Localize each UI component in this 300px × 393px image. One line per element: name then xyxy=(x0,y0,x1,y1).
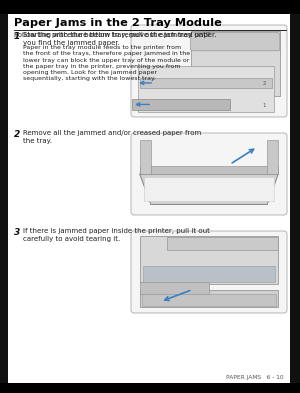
Bar xyxy=(140,290,278,307)
Text: Remove all the jammed and/or creased paper from
the tray.: Remove all the jammed and/or creased pap… xyxy=(23,130,201,144)
Bar xyxy=(190,31,280,96)
Text: 1: 1 xyxy=(14,32,20,41)
Bar xyxy=(0,383,300,393)
Bar xyxy=(144,177,274,201)
FancyBboxPatch shape xyxy=(131,133,287,215)
FancyBboxPatch shape xyxy=(131,231,287,313)
Bar xyxy=(140,140,151,174)
Bar xyxy=(167,237,278,250)
Text: PAPER JAMS   6 - 10: PAPER JAMS 6 - 10 xyxy=(226,375,284,380)
Text: If there is jammed paper inside the printer, pull it out
carefully to avoid tear: If there is jammed paper inside the prin… xyxy=(23,228,210,242)
Bar xyxy=(143,266,275,283)
Text: Paper Jams in the 2 Tray Module: Paper Jams in the 2 Tray Module xyxy=(14,18,222,28)
Bar xyxy=(142,294,276,306)
Polygon shape xyxy=(140,174,278,204)
Bar xyxy=(140,283,209,294)
Text: Paper in the tray module feeds to the printer from
the front of the trays, there: Paper in the tray module feeds to the pr… xyxy=(23,45,190,81)
Bar xyxy=(138,66,274,112)
Text: Starting with the bottom tray, pull out each tray until
you find the jammed pape: Starting with the bottom tray, pull out … xyxy=(23,32,210,46)
Text: 3: 3 xyxy=(14,228,20,237)
Bar xyxy=(0,0,300,14)
Bar xyxy=(140,166,278,174)
Bar xyxy=(290,14,300,383)
Text: 1: 1 xyxy=(262,103,266,108)
Text: 2: 2 xyxy=(14,130,20,139)
Text: Follow the procedure below to remove the jammed paper.: Follow the procedure below to remove the… xyxy=(14,32,217,38)
Text: 2: 2 xyxy=(262,81,266,86)
Bar xyxy=(140,78,272,88)
FancyBboxPatch shape xyxy=(190,33,280,51)
FancyBboxPatch shape xyxy=(131,25,287,117)
Bar xyxy=(0,14,8,383)
Bar xyxy=(267,140,278,174)
Bar xyxy=(132,99,230,110)
Bar xyxy=(140,236,278,284)
